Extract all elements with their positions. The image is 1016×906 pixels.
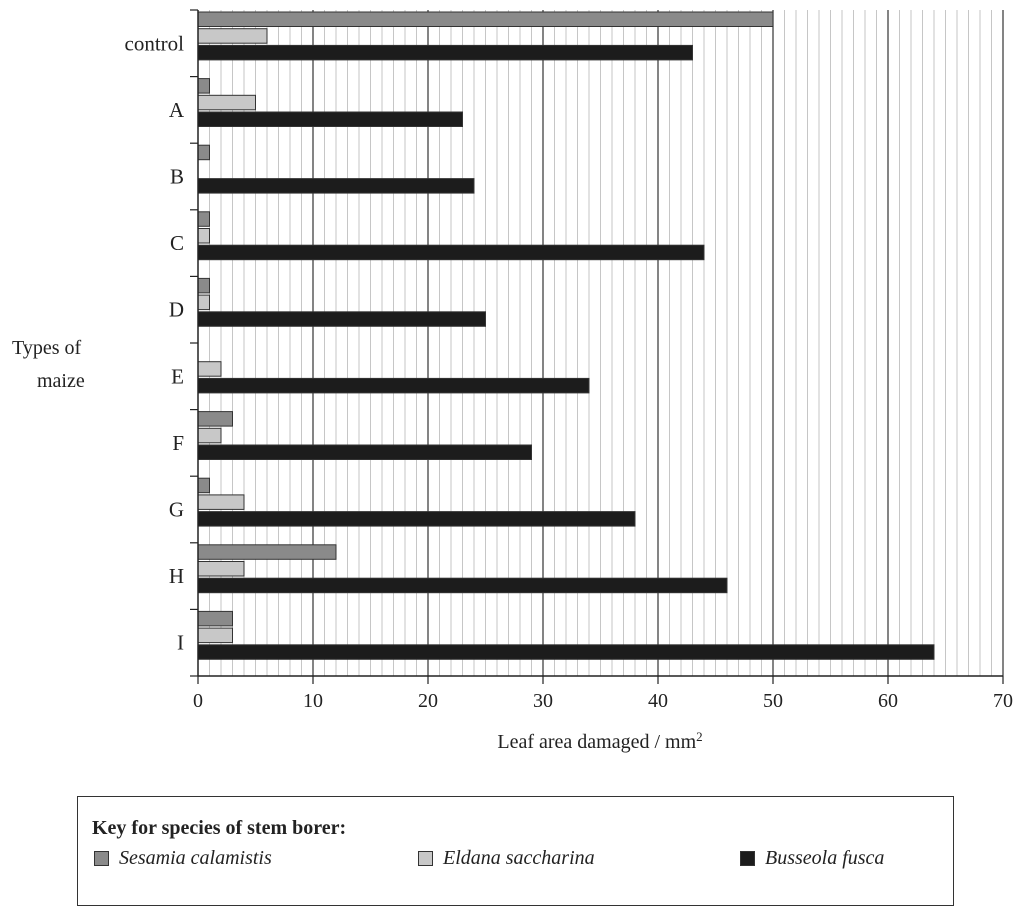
legend-swatch-busseola [740,851,755,866]
bar [197,610,233,627]
legend-title: Key for species of stem borer: [92,817,347,839]
y-category-label: control [125,31,185,55]
bars [197,11,935,660]
y-category-label: H [169,564,184,588]
legend-swatch-eldana [418,851,433,866]
legend-swatch-sesamia [94,851,109,866]
bar [197,294,210,311]
bar [197,311,486,327]
legend-label-eldana: Eldana saccharina [443,847,595,869]
bar [197,444,532,460]
bar [197,277,210,294]
legend-label-busseola: Busseola fusca [765,847,885,869]
y-category-label: E [171,364,184,388]
y-category-label: G [169,498,184,522]
x-tick-label: 0 [193,690,203,712]
bar [197,94,256,111]
bar [197,178,475,194]
legend: Key for species of stem borer: Sesamia c… [77,796,954,906]
bar [197,544,337,560]
bar [197,111,463,127]
y-category-label: B [170,165,184,189]
bar [197,411,233,427]
legend-item-eldana: Eldana saccharina [418,847,595,870]
bar [197,561,245,577]
bar [197,11,774,27]
y-category-label: I [177,631,184,655]
x-tick-label: 50 [763,690,783,712]
chart: 0 10 20 30 40 50 60 70 control A B C D E F G H I Types of… [12,9,1013,754]
x-tick-label: 10 [303,690,323,712]
bar [197,511,636,527]
bar [197,144,210,161]
x-tick-label: 40 [648,690,668,712]
y-axis-title-line1: Types of [12,337,81,359]
bar [197,494,245,510]
bar [197,477,210,494]
x-axis-title: Leaf area damaged / mm2 [497,729,702,754]
legend-item-sesamia: Sesamia calamistis [94,847,272,870]
bar [197,244,705,261]
bar [197,78,210,94]
y-category-label: A [169,98,185,122]
bar [197,361,222,377]
grid [209,10,1004,676]
y-category-label: C [170,231,184,255]
axes [190,9,1004,684]
legend-label-sesamia: Sesamia calamistis [119,847,272,869]
x-tick-label: 60 [878,690,898,712]
x-tick-label: 20 [418,690,438,712]
x-tick-label: 70 [993,690,1013,712]
legend-item-busseola: Busseola fusca [740,847,884,870]
bar [197,228,210,244]
bar [197,28,268,44]
bar [197,211,210,227]
bar [197,44,693,61]
y-category-label: D [169,298,184,322]
bar [197,627,233,644]
labels: 0 10 20 30 40 50 60 70 control A B C D E F G H I [125,31,1013,712]
bar [197,427,222,444]
y-axis-title-line2: maize [37,370,85,392]
bar [197,577,728,594]
x-tick-label: 30 [533,690,553,712]
y-category-label: F [172,431,184,455]
bar [197,377,590,394]
bar [197,644,935,660]
